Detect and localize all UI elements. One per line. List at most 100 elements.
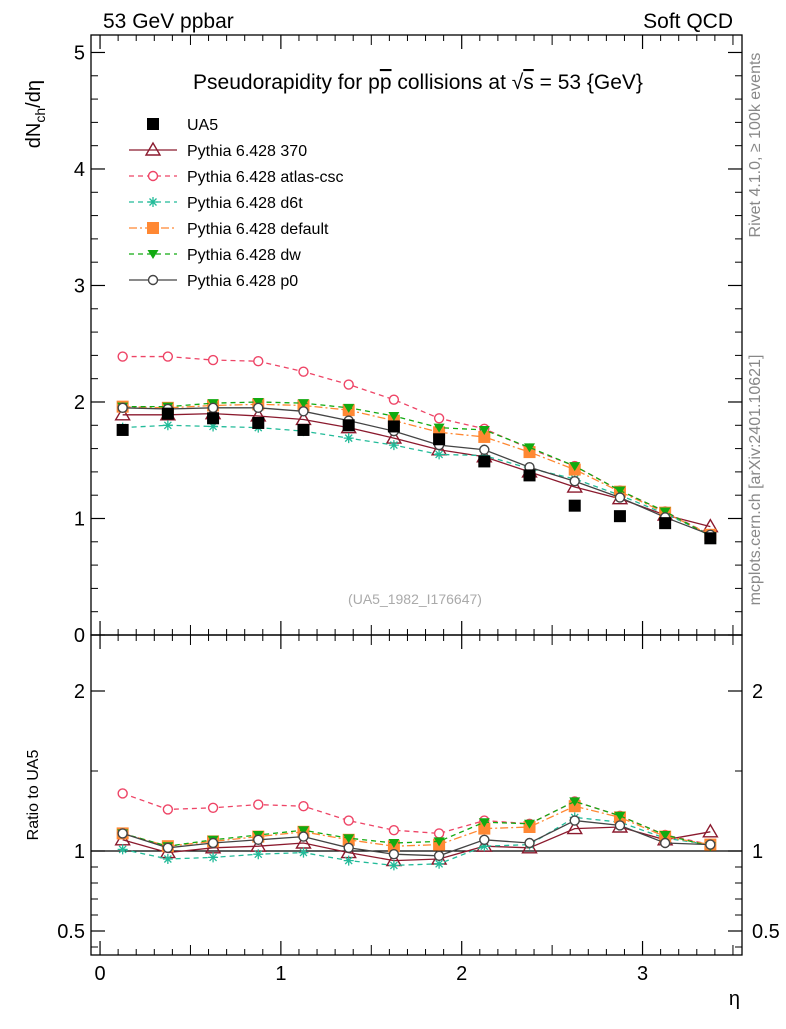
data-point-default xyxy=(478,430,491,443)
y-tick-label: 0.5 xyxy=(57,921,85,943)
legend-item-dw: Pythia 6.428 dw xyxy=(129,247,301,264)
y-tick-label: 1 xyxy=(74,508,85,530)
data-point-dw xyxy=(614,486,626,496)
data-point-atlas_csc xyxy=(298,801,309,812)
data-point-atlas_csc xyxy=(298,366,309,377)
legend-marker xyxy=(147,118,159,130)
y-tick-label: 1 xyxy=(74,841,85,863)
legend-label: Pythia 6.428 dw xyxy=(187,247,301,264)
data-point-dw xyxy=(433,423,445,433)
data-point-p0 xyxy=(614,820,626,831)
y-tick-label-right: 1 xyxy=(752,841,763,863)
data-point-p0 xyxy=(117,828,128,839)
series-dw xyxy=(117,397,716,541)
data-point-ua5 xyxy=(478,455,491,468)
data-point-dw xyxy=(388,839,400,848)
data-point-ua5 xyxy=(116,423,129,436)
legend-marker xyxy=(144,141,162,156)
data-point-ua5 xyxy=(613,510,626,523)
series-line-atlas_csc xyxy=(122,355,711,536)
data-point-atlas_csc xyxy=(117,788,128,799)
data-point-d6t xyxy=(479,841,490,852)
series-line-d6t xyxy=(122,424,711,536)
data-point-default xyxy=(478,822,491,835)
data-point-atlas_csc xyxy=(117,351,128,362)
data-point-dw xyxy=(297,399,309,409)
legend-label: Pythia 6.428 370 xyxy=(187,143,307,160)
data-point-atlas_csc xyxy=(207,802,219,813)
data-point-d6t xyxy=(388,860,399,871)
sqrt-s: s xyxy=(523,71,534,94)
data-point-dw xyxy=(524,443,536,453)
data-point-ua5 xyxy=(704,532,717,545)
data-point-p0 xyxy=(343,842,354,853)
ratio-y-axis-label: Ratio to UA5 xyxy=(25,750,42,841)
series-line-d6t xyxy=(122,816,711,867)
data-point-dw xyxy=(478,818,490,828)
data-point-ua5 xyxy=(252,416,265,429)
x-tick-label: 3 xyxy=(637,963,648,985)
data-point-p370 xyxy=(566,478,583,493)
legend-item-d6t: Pythia 6.428 d6t xyxy=(129,195,303,212)
series-ua5 xyxy=(116,407,717,545)
series-line-dw xyxy=(122,401,711,537)
data-point-d6t xyxy=(434,449,445,460)
legend-item-default: Pythia 6.428 default xyxy=(129,221,329,238)
series-line-dw xyxy=(122,800,711,847)
data-point-d6t xyxy=(162,420,173,431)
data-point-p0 xyxy=(207,402,219,414)
data-point-ua5 xyxy=(161,407,174,420)
y-tick-label: 3 xyxy=(74,275,85,297)
series-default xyxy=(116,800,717,853)
series-default xyxy=(116,398,717,541)
data-point-d6t xyxy=(117,844,128,855)
data-point-dw xyxy=(569,462,581,472)
header-left-label: 53 GeV ppbar xyxy=(103,10,234,33)
data-point-atlas_csc xyxy=(343,815,354,826)
data-point-atlas_csc xyxy=(162,804,174,815)
data-point-d6t xyxy=(343,855,354,866)
y-tick-label: 2 xyxy=(74,681,85,703)
data-point-atlas_csc xyxy=(433,828,445,839)
data-point-p0 xyxy=(298,831,309,842)
data-point-dw xyxy=(252,397,264,407)
data-point-p0 xyxy=(569,476,580,487)
data-point-atlas_csc xyxy=(388,394,400,405)
data-point-dw xyxy=(478,425,490,435)
data-point-atlas_csc xyxy=(162,351,174,362)
series-p370 xyxy=(114,405,719,533)
data-point-p0 xyxy=(614,492,626,503)
data-point-p0 xyxy=(388,849,400,860)
legend-item-ua5: UA5 xyxy=(147,117,218,134)
rivet-side-label: Rivet 4.1.0, ≥ 100k events xyxy=(747,53,764,238)
data-point-p0 xyxy=(207,837,219,849)
data-point-ua5 xyxy=(342,419,355,432)
legend-marker xyxy=(147,170,159,182)
analysis-watermark: (UA5_1982_I176647) xyxy=(348,591,482,607)
main-axis-ticks: 0 1 2 3 4 5 xyxy=(74,35,742,647)
data-point-ua5 xyxy=(297,423,310,436)
data-point-ua5 xyxy=(433,433,446,446)
data-point-dw xyxy=(343,834,355,844)
data-point-atlas_csc xyxy=(343,379,354,390)
series-line-default xyxy=(122,805,711,847)
data-point-ua5 xyxy=(387,420,400,433)
legend-marker xyxy=(147,274,159,286)
x-axis-label: η xyxy=(729,988,740,1010)
ratio-series-group xyxy=(114,788,719,871)
data-point-d6t xyxy=(208,421,219,432)
data-point-atlas_csc xyxy=(207,354,219,366)
legend: UA5 Pythia 6.428 370 Pythia 6.428 atlas-cs… xyxy=(129,117,344,290)
data-point-atlas_csc xyxy=(253,799,264,810)
data-point-dw xyxy=(569,797,581,807)
data-point-dw xyxy=(524,819,536,829)
data-point-d6t xyxy=(298,847,309,858)
data-point-p370 xyxy=(566,820,583,835)
mcplots-side-label: mcplots.cern.ch [arXiv:2401.10621] xyxy=(747,355,764,606)
data-point-p0 xyxy=(433,850,445,861)
series-line-p370 xyxy=(122,826,711,862)
data-point-d6t xyxy=(162,854,173,864)
data-point-dw xyxy=(297,826,309,836)
main-y-axis-label: dNch/dη xyxy=(23,80,48,148)
